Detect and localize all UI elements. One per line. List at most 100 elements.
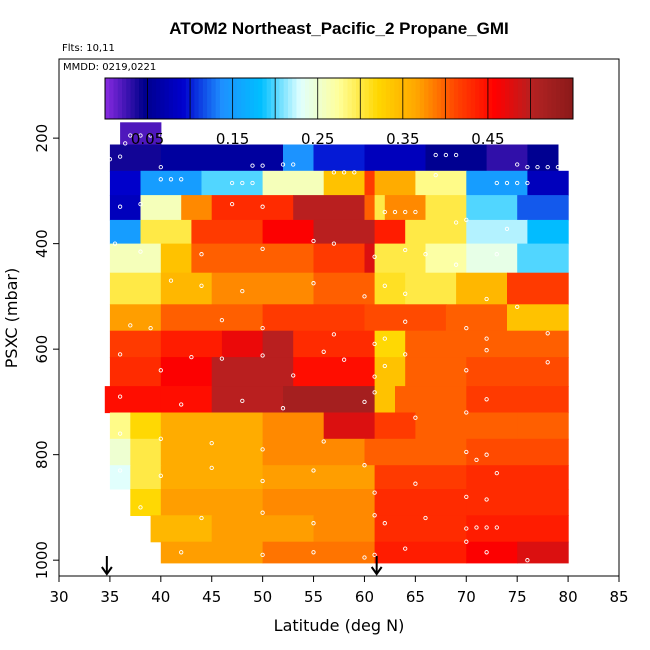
colorbar-swatch	[160, 78, 166, 119]
colorbar-swatch	[168, 78, 174, 119]
sample-point	[331, 241, 337, 246]
sample-point	[331, 170, 337, 175]
colorbar-swatch	[109, 78, 114, 119]
heatmap-cell	[160, 144, 284, 172]
heatmap-cell	[160, 541, 264, 564]
heatmap-cell	[109, 330, 162, 358]
sample-point	[352, 170, 357, 175]
heatmap-cell	[374, 357, 406, 387]
sample-point	[474, 457, 479, 463]
sample-point	[525, 180, 530, 186]
colorbar-swatch	[232, 78, 238, 119]
heatmap-cell	[262, 541, 376, 564]
colorbar-swatch	[113, 78, 119, 119]
colorbar-tick-label: 0.35	[386, 130, 419, 148]
colorbar-swatch	[122, 78, 127, 119]
sample-point	[464, 217, 469, 223]
colorbar-swatch	[517, 78, 523, 119]
sample-point	[484, 452, 489, 457]
heatmap-cell	[160, 243, 192, 274]
sample-point	[229, 180, 235, 186]
colorbar-swatch	[560, 78, 565, 119]
colorbar-frame	[104, 77, 574, 120]
sample-point	[112, 241, 118, 246]
sample-point	[148, 544, 153, 550]
colorbar-swatch	[530, 78, 536, 119]
heatmap-cell	[160, 272, 213, 305]
sample-point	[484, 348, 489, 353]
heatmap-cell	[374, 272, 406, 305]
heatmap-cell	[283, 386, 376, 414]
colorbar-swatch	[287, 78, 293, 119]
colorbar-swatch	[275, 78, 280, 119]
sample-point	[260, 552, 265, 558]
colorbar-swatch	[198, 78, 204, 119]
heatmap-cell	[517, 195, 569, 221]
heatmap-cell	[323, 412, 376, 440]
colorbar-swatch	[509, 78, 514, 119]
sample-point	[260, 478, 265, 484]
flight-arrows	[101, 556, 383, 576]
colorbar-tick-label: 0.15	[216, 130, 249, 148]
heatmap-cell	[109, 304, 162, 332]
heatmap-cell	[364, 304, 447, 332]
heatmap-cell	[262, 489, 376, 516]
colorbar-swatch	[321, 78, 327, 119]
heatmap-cell	[109, 412, 131, 440]
colorbar-swatch	[432, 78, 438, 119]
colorbar-swatch	[317, 78, 323, 119]
colorbar-swatch	[521, 78, 527, 119]
sample-point	[260, 163, 265, 168]
sample-point	[545, 164, 550, 170]
colorbar-swatch	[526, 78, 531, 119]
sample-point	[158, 177, 163, 182]
sample-point	[555, 164, 561, 170]
colorbar-swatch	[283, 78, 289, 119]
x-tick-label: 85	[609, 588, 628, 606]
heatmap-cell	[323, 170, 365, 196]
colorbar-swatch	[534, 78, 540, 119]
heatmap-cell	[262, 170, 325, 196]
heatmap-cell	[395, 386, 467, 414]
sample-point	[158, 368, 163, 373]
colorbar-swatch	[343, 78, 348, 119]
chart-title: ATOM2 Northeast_Pacific_2 Propane_GMI	[169, 19, 508, 38]
sample-point	[443, 152, 449, 158]
sample-point	[515, 162, 520, 167]
heatmap-cell	[466, 219, 528, 245]
colorbar-swatch	[402, 78, 408, 119]
heatmap-cell	[191, 219, 264, 245]
heatmap-cell	[313, 515, 376, 543]
sample-point	[392, 209, 398, 215]
heatmap-cell	[364, 170, 376, 196]
colorbar-swatch	[147, 78, 153, 119]
sample-point	[158, 164, 163, 170]
x-axis: 30 35 40 45 50 55 60 65 70 75 80 85	[49, 576, 629, 606]
sample-point	[291, 162, 296, 167]
x-tick-label: 80	[559, 588, 578, 606]
colorbar-swatch	[304, 78, 310, 119]
heatmap-cell	[415, 170, 467, 196]
sample-point	[382, 336, 387, 341]
colorbar-swatch	[207, 78, 212, 119]
heatmap-cell	[507, 272, 569, 305]
heatmap-cell	[405, 330, 467, 358]
sample-point	[372, 374, 377, 379]
colorbar-swatch	[368, 78, 374, 119]
sample-point	[403, 546, 408, 551]
sample-point	[138, 133, 143, 138]
colorbar-swatch	[479, 78, 485, 119]
sample-point	[311, 468, 316, 473]
sample-point	[158, 473, 163, 478]
heatmap-cell	[293, 330, 376, 358]
sample-points	[107, 133, 561, 563]
sample-point	[138, 249, 143, 254]
heatmap-cell	[374, 541, 467, 564]
dates-label: MMDD: 0219,0221	[63, 62, 156, 73]
colorbar-swatch	[513, 78, 519, 119]
heatmap-cell	[293, 357, 376, 387]
colorbar-swatch	[334, 78, 340, 119]
heatmap-cell	[160, 386, 213, 414]
sample-point	[433, 152, 438, 158]
